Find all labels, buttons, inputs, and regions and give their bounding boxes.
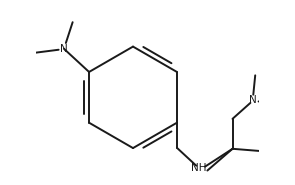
Text: N: N bbox=[249, 95, 257, 105]
Text: NH: NH bbox=[191, 163, 206, 173]
Text: N: N bbox=[60, 44, 68, 54]
